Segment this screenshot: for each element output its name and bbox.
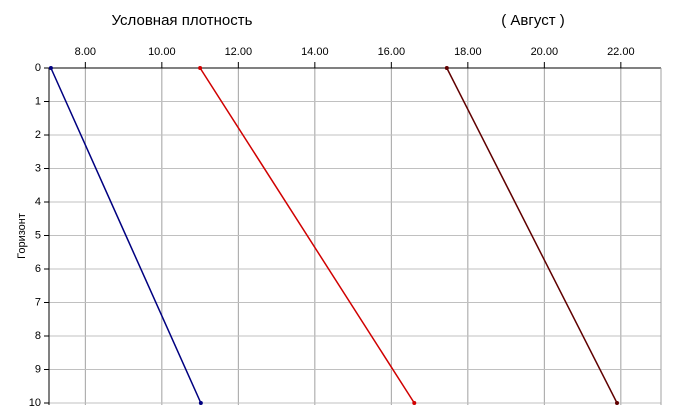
chart-title: Условная плотность (112, 12, 253, 29)
point (198, 66, 203, 70)
y-tick-label: 5 (35, 229, 41, 241)
chart-subtitle: ( Август ) (501, 12, 564, 29)
y-tick-label: 7 (35, 296, 41, 308)
line (199, 67, 415, 404)
y-tick-label: 10 (29, 397, 41, 409)
x-tick-label: 18.00 (454, 46, 482, 58)
y-tick-label: 3 (35, 162, 41, 174)
x-tick-label: 10.00 (148, 46, 176, 58)
x-tick-label: 12.00 (225, 46, 253, 58)
x-tick-label: 16.00 (378, 46, 406, 58)
point (412, 401, 417, 405)
line (446, 67, 618, 404)
x-tick-label: 8.00 (75, 46, 96, 58)
y-tick-label: 4 (35, 196, 41, 208)
point (48, 66, 53, 70)
y-tick-label: 0 (35, 62, 41, 74)
y-tick-label: 9 (35, 363, 41, 375)
point (444, 66, 449, 70)
y-tick-label: 1 (35, 95, 41, 107)
y-tick-label: 6 (35, 263, 41, 275)
x-tick-label: 22.00 (607, 46, 635, 58)
y-axis-label: Горизонт (16, 213, 28, 259)
point (198, 401, 203, 405)
y-tick-label: 2 (35, 129, 41, 141)
x-tick-label: 20.00 (531, 46, 559, 58)
line (50, 67, 202, 404)
x-tick-label: 14.00 (301, 46, 329, 58)
y-tick-label: 8 (35, 330, 41, 342)
point (615, 401, 620, 405)
